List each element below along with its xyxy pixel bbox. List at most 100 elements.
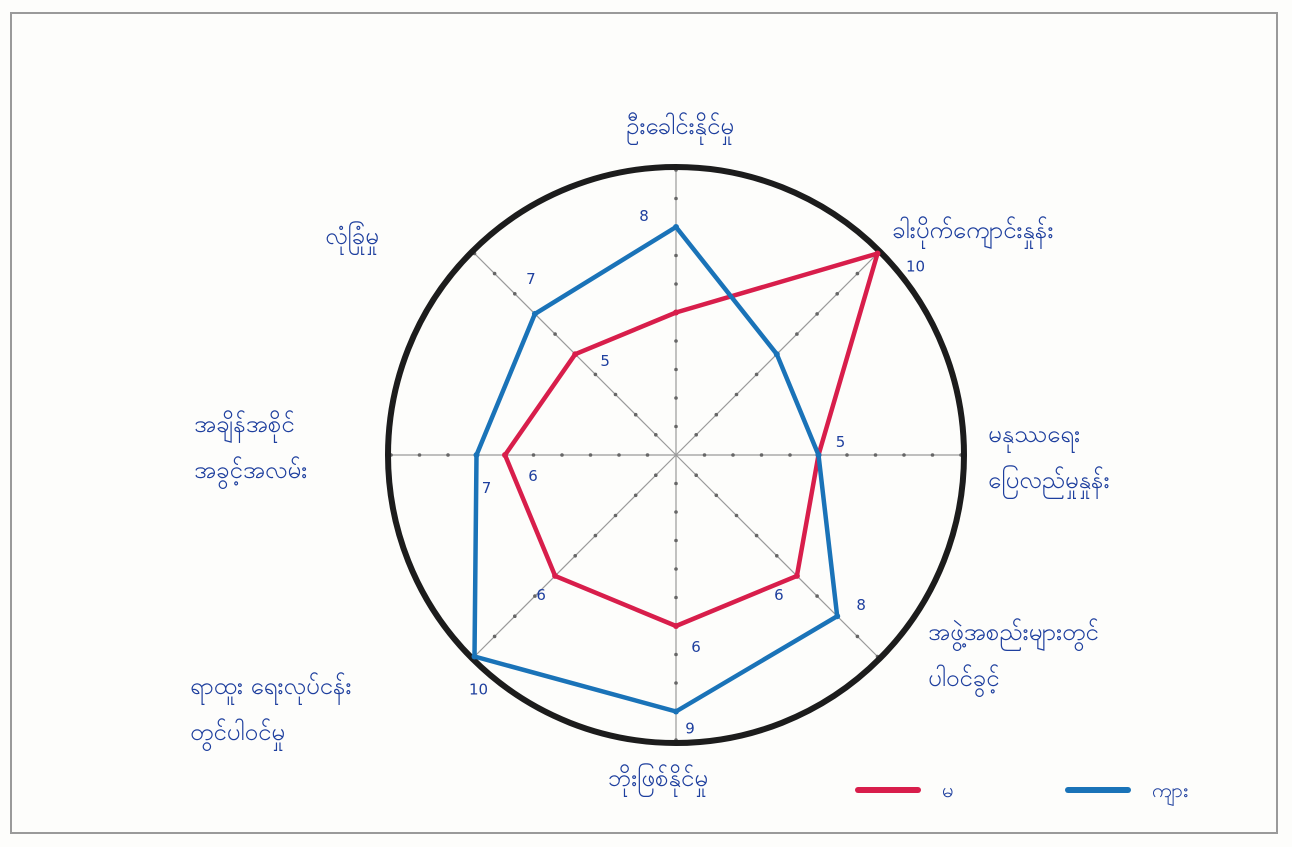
tick-dot: [855, 271, 860, 276]
value-label: 8: [639, 207, 649, 225]
tick-dot: [654, 473, 658, 478]
tick-dot: [593, 533, 598, 538]
series-2-point: [773, 351, 780, 358]
category-label-6: ရာထူး ရေးလုပ်ငန်းတွင်ပါဝင်မှု: [190, 671, 352, 752]
tick-dot: [674, 253, 678, 258]
series-1-point: [673, 309, 679, 316]
tick-dot: [446, 453, 450, 457]
tick-dot: [694, 473, 698, 478]
tick-dot: [553, 332, 557, 336]
tick-dot: [759, 453, 764, 457]
category-label-1: ဦးခေါင်းနိုင်မှု: [626, 111, 734, 145]
tick-dot: [902, 453, 906, 457]
tick-dot: [633, 412, 638, 417]
outer-circle: [385, 164, 967, 746]
tick-dot: [754, 533, 759, 538]
value-label: 10: [906, 258, 925, 276]
tick-dot: [674, 538, 678, 543]
legend-label-1: မ: [942, 778, 953, 802]
tick-dot: [788, 453, 792, 457]
legend-label-2: ကျား: [1152, 778, 1188, 806]
tick-dot: [674, 396, 678, 400]
series-1-point: [552, 572, 559, 579]
tick-dot: [674, 424, 678, 429]
tick-dot: [674, 339, 678, 343]
tick-dot: [533, 594, 537, 598]
drawn-border: [10, 12, 1278, 834]
tick-dot: [815, 594, 819, 598]
tick-dot: [645, 453, 650, 457]
tick-dot: [633, 493, 638, 498]
value-label: 6: [691, 638, 701, 656]
tick-dot: [513, 292, 517, 296]
tick-dot: [775, 554, 779, 558]
value-label: 5: [836, 433, 846, 451]
tick-dot: [513, 614, 517, 618]
tick-dot: [492, 634, 497, 639]
series-2-point: [473, 452, 480, 458]
series-1-point: [874, 250, 881, 257]
value-label: 6: [774, 586, 784, 604]
value-label: 10: [469, 681, 488, 699]
series-1-point: [502, 452, 508, 458]
value-label: 9: [685, 720, 695, 738]
tick-dot: [417, 453, 422, 457]
category-label-3: မနုဿရေးပြေလည်မှုနှုန်း: [988, 420, 1110, 499]
tick-dot: [674, 481, 678, 486]
tick-dot: [613, 392, 618, 397]
value-label: 7: [482, 479, 492, 497]
tick-dot: [714, 412, 719, 417]
series-2-point: [471, 653, 478, 660]
tick-dot: [674, 681, 678, 685]
value-label: 6: [536, 586, 546, 604]
tick-dot: [930, 453, 935, 457]
tick-dot: [588, 453, 593, 457]
category-label-7: အချိန်အစိုင်အခွင့်အလမ်း: [194, 409, 307, 490]
tick-dot: [845, 453, 849, 457]
tick-dot: [573, 554, 577, 558]
tick-dot: [694, 433, 698, 437]
category-label-2: ခါးပိုက်ကျောင်းနှုန်း: [892, 215, 1053, 249]
tick-dot: [674, 567, 678, 571]
tick-dot: [654, 433, 658, 437]
tick-dot: [855, 634, 860, 639]
tick-dot: [734, 392, 739, 397]
tick-dot: [835, 292, 839, 296]
series-2-point: [673, 708, 679, 715]
tick-dot: [674, 652, 678, 657]
tick-dot: [674, 595, 678, 600]
series-1-point: [572, 351, 579, 358]
tick-dot: [674, 196, 678, 201]
tick-dot: [873, 453, 878, 457]
category-label-5: ဘိုးဖြစ်နိုင်မှု: [608, 762, 708, 797]
tick-dot: [674, 282, 678, 286]
tick-dot: [560, 453, 564, 457]
series-2-point: [531, 310, 538, 317]
tick-dot: [674, 510, 678, 514]
value-label: 6: [528, 467, 538, 485]
series-1-point: [673, 623, 679, 629]
value-label: 5: [600, 352, 610, 370]
tick-dot: [613, 513, 618, 518]
tick-dot: [815, 312, 819, 316]
tick-dot: [714, 493, 719, 498]
tick-dot: [593, 372, 598, 377]
tick-dot: [731, 453, 735, 457]
category-label-4: အဖွဲ့အစည်းများတွင်ပါဝင်ခွင့်: [928, 617, 1099, 698]
tick-dot: [754, 372, 759, 377]
tick-dot: [674, 367, 678, 372]
value-label: 8: [856, 596, 866, 614]
category-label-8: လုံခြုံမှု: [325, 220, 379, 255]
series-1-point: [793, 572, 800, 579]
series-2-point: [673, 224, 679, 230]
tick-dot: [795, 332, 799, 336]
tick-dot: [492, 271, 497, 276]
series-2-point: [815, 452, 822, 458]
value-label: 7: [526, 270, 536, 288]
tick-dot: [531, 453, 536, 457]
tick-dot: [734, 513, 739, 518]
series-2-point: [834, 613, 841, 620]
tick-dot: [702, 453, 707, 457]
